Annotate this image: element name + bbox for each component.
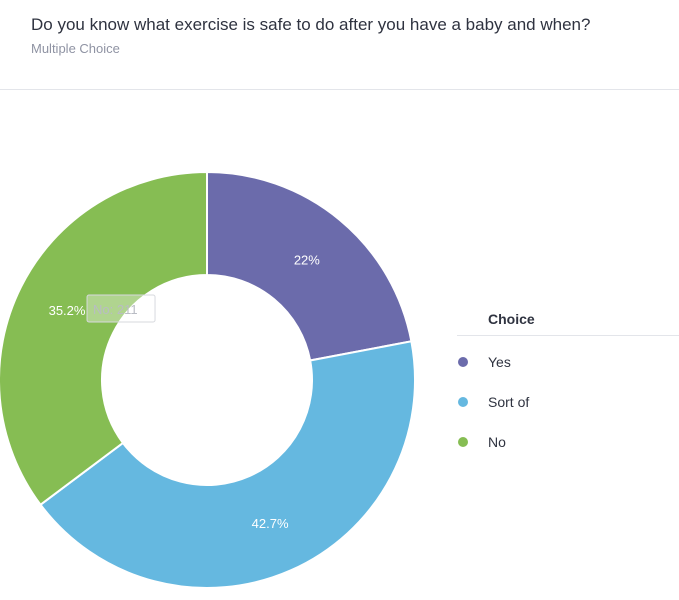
question-type: Multiple Choice [31,41,120,56]
legend-title: Choice [457,304,679,336]
slice-no[interactable] [0,170,208,507]
legend-dot-icon [458,397,468,407]
slice-yes[interactable] [206,170,413,362]
legend-item-sort-of[interactable]: Sort of [457,382,679,422]
question-header: Do you know what exercise is safe to do … [0,0,679,90]
legend-dot-icon [458,437,468,447]
legend-label: No [488,434,506,450]
legend-dot-icon [458,357,468,367]
slice-sort-of[interactable] [39,340,416,589]
donut-chart[interactable]: 22% 42.7% 35.2% No: 211 [0,90,440,600]
slice-label-sort-of: 42.7% [252,516,289,531]
slice-label-no: 35.2% [49,303,86,318]
legend-label: Yes [488,354,511,370]
tooltip-text: No: 211 [93,302,138,317]
chart-legend: Choice Yes Sort of No [457,304,679,462]
legend-item-yes[interactable]: Yes [457,342,679,382]
slice-label-yes: 22% [294,252,320,267]
legend-item-no[interactable]: No [457,422,679,462]
hover-tooltip: No: 211 [86,294,156,323]
question-title: Do you know what exercise is safe to do … [31,15,591,34]
legend-label: Sort of [488,394,530,410]
tooltip-box [86,294,156,323]
